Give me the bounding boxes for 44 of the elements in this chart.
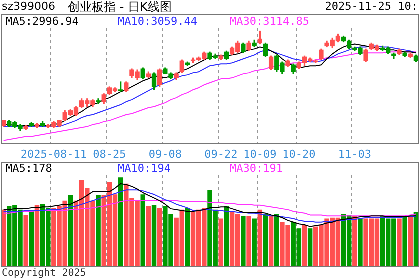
- bar: [224, 206, 230, 267]
- chart-title: 创业板指 - 日K线图: [68, 0, 172, 14]
- bar: [302, 225, 308, 267]
- text: 2025-11-25 10:: [325, 0, 418, 14]
- x-tick-label: 11-03: [338, 148, 372, 161]
- text: MA5:178: [6, 162, 52, 175]
- bar: [308, 228, 313, 267]
- bar: [146, 206, 152, 267]
- bar: [268, 216, 274, 267]
- bar: [241, 216, 246, 267]
- bar: [408, 216, 414, 267]
- bar: [402, 216, 408, 267]
- x-tick-label: 2025-08-11: [20, 148, 88, 161]
- bar: [140, 194, 146, 267]
- text: sz399006: [2, 0, 56, 14]
- bar: [352, 216, 358, 267]
- bar: [258, 210, 263, 267]
- x-tick-label: 09-22: [204, 148, 238, 161]
- bar: [118, 178, 124, 267]
- bar: [29, 212, 34, 267]
- bar: [96, 196, 101, 267]
- bar: [274, 214, 280, 267]
- x-tick-label: 10-09: [244, 148, 277, 161]
- x-tick-label: 08-25: [93, 148, 126, 161]
- bar: [157, 208, 162, 267]
- series-label: MA10:194: [118, 162, 172, 175]
- text: MA10:3059.44: [118, 15, 198, 28]
- bar: [397, 218, 402, 267]
- bar: [34, 205, 40, 267]
- bar: [246, 216, 252, 267]
- bar: [68, 196, 74, 267]
- x-tick-label: 09-08: [148, 148, 182, 161]
- text: MA30:191: [230, 162, 283, 175]
- text: Copyright 2025: [1, 268, 88, 280]
- bar: [218, 218, 224, 267]
- bar: [152, 205, 157, 267]
- x-tick-label: 10-20: [282, 148, 316, 161]
- bar: [24, 215, 28, 267]
- bar: [185, 208, 190, 267]
- bar: [358, 218, 363, 267]
- text: MA30:3114.85: [230, 15, 310, 28]
- bar: [252, 218, 257, 267]
- text: MA5:2996.94: [6, 15, 80, 28]
- bar: [263, 214, 268, 267]
